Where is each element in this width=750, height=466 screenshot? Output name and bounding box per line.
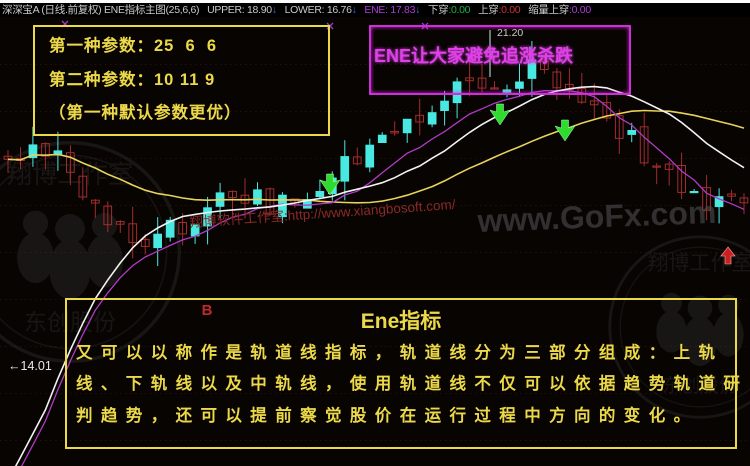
svg-text:←14.01: ←14.01 [8, 359, 52, 373]
